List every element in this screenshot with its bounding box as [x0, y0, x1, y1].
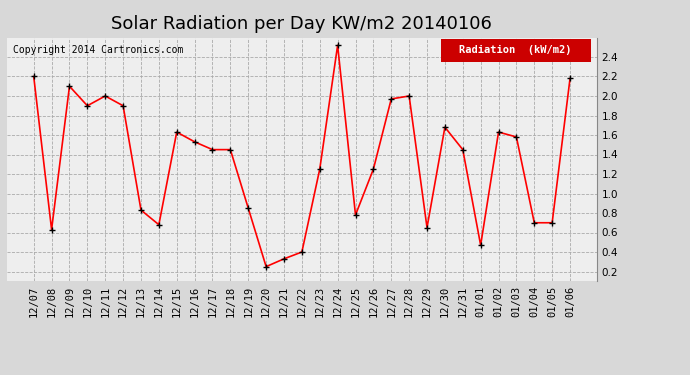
Text: Copyright 2014 Cartronics.com: Copyright 2014 Cartronics.com: [13, 45, 183, 55]
Title: Solar Radiation per Day KW/m2 20140106: Solar Radiation per Day KW/m2 20140106: [112, 15, 492, 33]
